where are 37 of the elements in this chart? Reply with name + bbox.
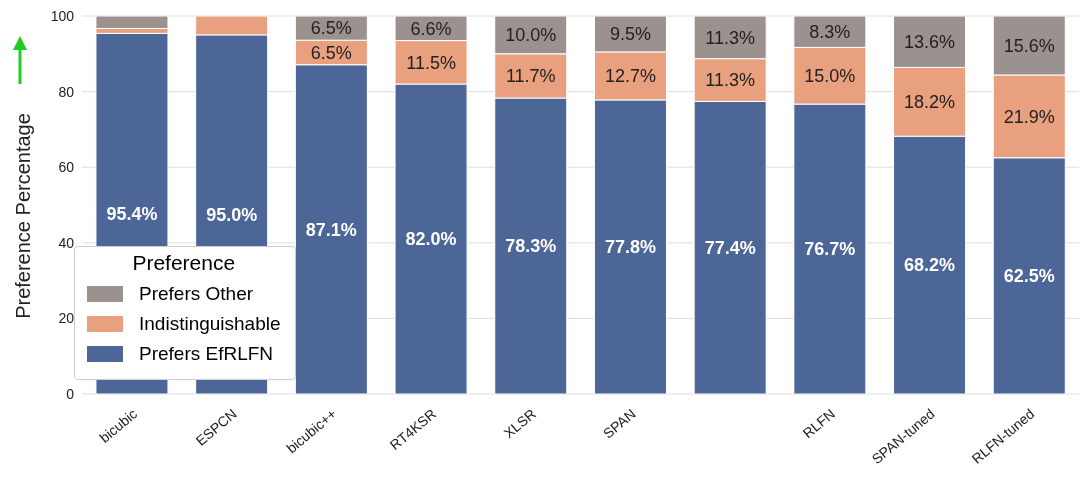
- data-label: 77.4%: [704, 238, 756, 259]
- data-label: 15.6%: [1003, 35, 1055, 56]
- legend-label: Prefers Other: [139, 283, 254, 305]
- y-tick-label: 0: [66, 385, 75, 402]
- legend-label: Indistinguishable: [139, 313, 281, 335]
- data-label: 78.3%: [505, 236, 557, 257]
- data-label: 77.8%: [604, 237, 656, 258]
- y-tick-label: 100: [50, 7, 75, 24]
- data-label: 18.2%: [904, 92, 956, 113]
- y-tick-label: 80: [58, 83, 75, 100]
- data-label: 76.7%: [804, 239, 856, 260]
- y-tick-label: 60: [58, 159, 75, 176]
- data-label: 6.6%: [410, 18, 452, 39]
- series-label: Prefers EfRLFN: [139, 343, 274, 365]
- data-label: 11.3%: [705, 70, 756, 91]
- data-label: 95.0%: [206, 204, 258, 225]
- data-label: 10.0%: [505, 25, 557, 46]
- data-label: 87.1%: [305, 219, 357, 240]
- data-label: 9.5%: [609, 24, 651, 45]
- data-label: 68.2%: [904, 255, 956, 276]
- data-label: 15.0%: [804, 66, 856, 87]
- data-label: 11.7%: [505, 66, 556, 87]
- data-label: 6.5%: [310, 42, 352, 63]
- y-tick-label: 40: [58, 234, 75, 251]
- data-label: 12.7%: [604, 66, 656, 87]
- data-label: 6.5%: [310, 18, 352, 39]
- legend-title: Preference: [131, 251, 237, 275]
- data-label: 13.6%: [904, 32, 956, 52]
- data-label: 21.9%: [1003, 106, 1055, 127]
- data-label: 82.0%: [405, 229, 457, 250]
- data-label: 11.5%: [406, 52, 456, 73]
- data-label: 95.4%: [106, 203, 158, 224]
- y-axis-title: Preference Percentage: [12, 113, 34, 319]
- data-label: 62.5%: [1003, 266, 1055, 287]
- data-label: 11.3%: [705, 27, 756, 48]
- data-label: 8.3%: [809, 21, 851, 42]
- y-tick-label: 20: [58, 310, 75, 327]
